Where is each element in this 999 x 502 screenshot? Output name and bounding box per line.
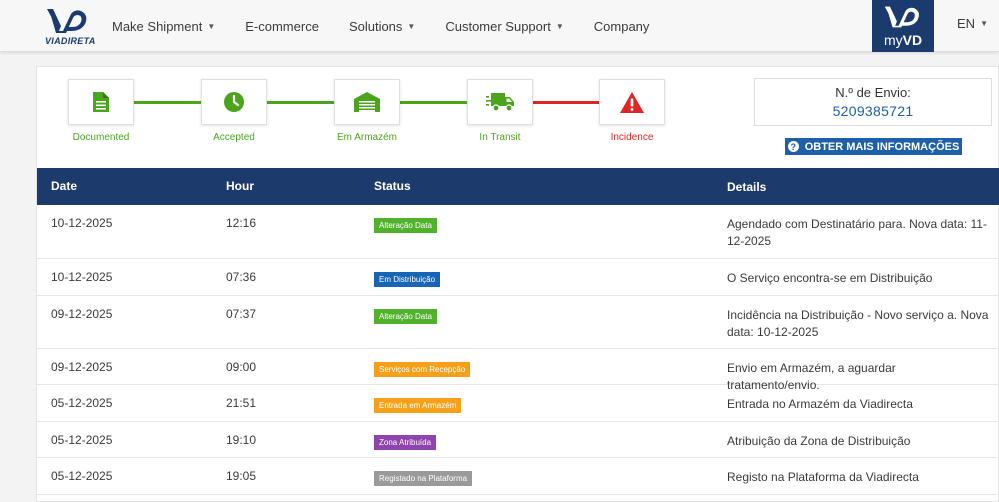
row-status: Alteração Data [374, 308, 437, 324]
shipment-number: 5209385721 [832, 103, 914, 119]
table-row: 10-12-2025 12:16 Alteração Data Agendado… [37, 205, 999, 259]
more-info-label: OBTER MAIS INFORMAÇÕES [804, 140, 960, 153]
row-status: Entrada em Armazém [374, 397, 462, 413]
document-icon [93, 92, 109, 112]
tracking-card: Documented Accepted Em Armazém [36, 66, 999, 502]
row-date: 09-12-2025 [51, 307, 113, 321]
row-hour: 21:51 [226, 396, 257, 410]
step-icon-box [599, 79, 665, 125]
step-label: Accepted [213, 132, 255, 143]
warning-icon [620, 91, 644, 113]
site-header: VIADIRETA Make Shipment ▼ E-commerce Sol… [0, 0, 999, 52]
nav-company[interactable]: Company [579, 19, 665, 34]
nav-label: Customer Support [445, 18, 551, 34]
row-date: 05-12-2025 [51, 433, 113, 447]
caret-down-icon: ▼ [407, 21, 416, 31]
row-status: Zona Atribuída [374, 434, 437, 450]
row-details: Incidência na Distribuição - Novo serviç… [727, 308, 989, 339]
more-info-button[interactable]: ? OBTER MAIS INFORMAÇÕES [785, 138, 962, 155]
row-date: 10-12-2025 [51, 270, 113, 284]
row-details: Atribuição da Zona de Distribuição [727, 434, 911, 448]
step-connector [266, 101, 336, 104]
step-icon-box [467, 79, 533, 125]
caret-down-icon: ▼ [980, 18, 988, 28]
row-details: O Serviço encontra-se em Distribuição [727, 271, 933, 285]
shipment-number-box: N.º de Envio: 5209385721 [754, 78, 992, 126]
logo-text: VIADIRETA [45, 36, 96, 46]
language-label: EN [957, 15, 976, 31]
status-badge: Em Distribuição [374, 272, 441, 287]
row-details: Envio em Armazém, a aguardar tratamento/… [727, 361, 896, 392]
viadireta-logo[interactable]: VIADIRETA [45, 6, 96, 46]
row-hour: 09:00 [226, 360, 257, 374]
row-hour: 12:16 [226, 216, 257, 230]
step-label: In Transit [479, 132, 521, 143]
myvd-button[interactable]: myVD [872, 0, 934, 52]
row-details: Entrada no Armazém da Viadirecta [727, 397, 913, 411]
caret-down-icon: ▼ [555, 21, 564, 31]
step-connector [133, 101, 203, 104]
step-connector [399, 101, 469, 104]
row-details: Registo na Plataforma da Viadirecta [727, 470, 919, 484]
row-hour: 07:36 [226, 270, 257, 284]
table-row: 05-12-2025 19:10 Zona Atribuída Atribuiç… [37, 422, 999, 458]
table-row: 05-12-2025 21:51 Entrada em Armazém Entr… [37, 385, 999, 422]
header-hour: Hour [226, 179, 254, 193]
nav-label: E-commerce [245, 18, 319, 34]
header-details: Details [727, 180, 767, 194]
myvd-logo-icon [884, 6, 919, 28]
nav-label: Solutions [348, 18, 403, 34]
nav-ecommerce[interactable]: E-commerce [230, 19, 334, 34]
table-row: 09-12-2025 07:37 Alteração Data Incidênc… [37, 296, 999, 349]
row-status: Alteração Data [374, 217, 437, 233]
row-status: Em Distribuição [374, 271, 441, 287]
row-date: 05-12-2025 [51, 469, 113, 483]
step-label: Incidence [610, 132, 654, 143]
row-details: Agendado com Destinatário para. Nova dat… [727, 217, 987, 248]
table-header: Date Hour Status Details [37, 168, 999, 205]
status-badge: Zona Atribuída [374, 435, 437, 450]
table-row: 10-12-2025 07:36 Em Distribuição O Servi… [37, 259, 999, 296]
table-row: 05-12-2025 19:05 Registado na Plataforma… [37, 458, 999, 495]
nav-label: Company [593, 18, 650, 34]
logo-mark-icon [47, 9, 87, 33]
caret-down-icon: ▼ [207, 21, 216, 31]
myvd-bold: VD [902, 32, 923, 48]
step-label: Em Armazém [336, 132, 397, 143]
table-row: 09-12-2025 09:00 Serviços com Recepção E… [37, 349, 999, 392]
status-badge: Registado na Plataforma [374, 471, 473, 486]
status-badge: Serviços com Recepção [374, 362, 471, 377]
step-label: Documented [72, 132, 130, 143]
header-status: Status [374, 179, 411, 193]
nav-label: Make Shipment [112, 18, 203, 34]
clock-icon [224, 92, 244, 112]
row-status: Serviços com Recepção [374, 361, 471, 377]
step-connector [532, 101, 602, 104]
header-date: Date [51, 179, 78, 193]
myvd-label: myVD [872, 32, 934, 48]
truck-icon [486, 93, 514, 112]
step-icon-box [201, 79, 267, 125]
step-icon-box [334, 79, 400, 125]
row-date: 10-12-2025 [51, 216, 113, 230]
myvd-prefix: my [883, 32, 903, 48]
nav-customer-support[interactable]: Customer Support ▼ [430, 19, 578, 34]
main-nav: Make Shipment ▼ E-commerce Solutions ▼ C… [97, 0, 664, 52]
row-date: 09-12-2025 [51, 360, 113, 374]
row-hour: 19:05 [226, 469, 257, 483]
row-hour: 19:10 [226, 433, 257, 447]
nav-solutions[interactable]: Solutions ▼ [334, 19, 430, 34]
row-status: Registado na Plataforma [374, 470, 473, 486]
question-icon: ? [787, 141, 799, 152]
language-selector[interactable]: EN ▼ [946, 0, 999, 46]
status-badge: Entrada em Armazém [374, 398, 462, 413]
row-date: 05-12-2025 [51, 396, 113, 410]
row-hour: 07:37 [226, 307, 257, 321]
nav-make-shipment[interactable]: Make Shipment ▼ [97, 19, 230, 34]
warehouse-icon [354, 92, 380, 112]
step-icon-box [68, 79, 134, 125]
shipment-number-label: N.º de Envio: [835, 85, 911, 100]
status-badge: Alteração Data [374, 218, 437, 233]
status-badge: Alteração Data [374, 309, 437, 324]
